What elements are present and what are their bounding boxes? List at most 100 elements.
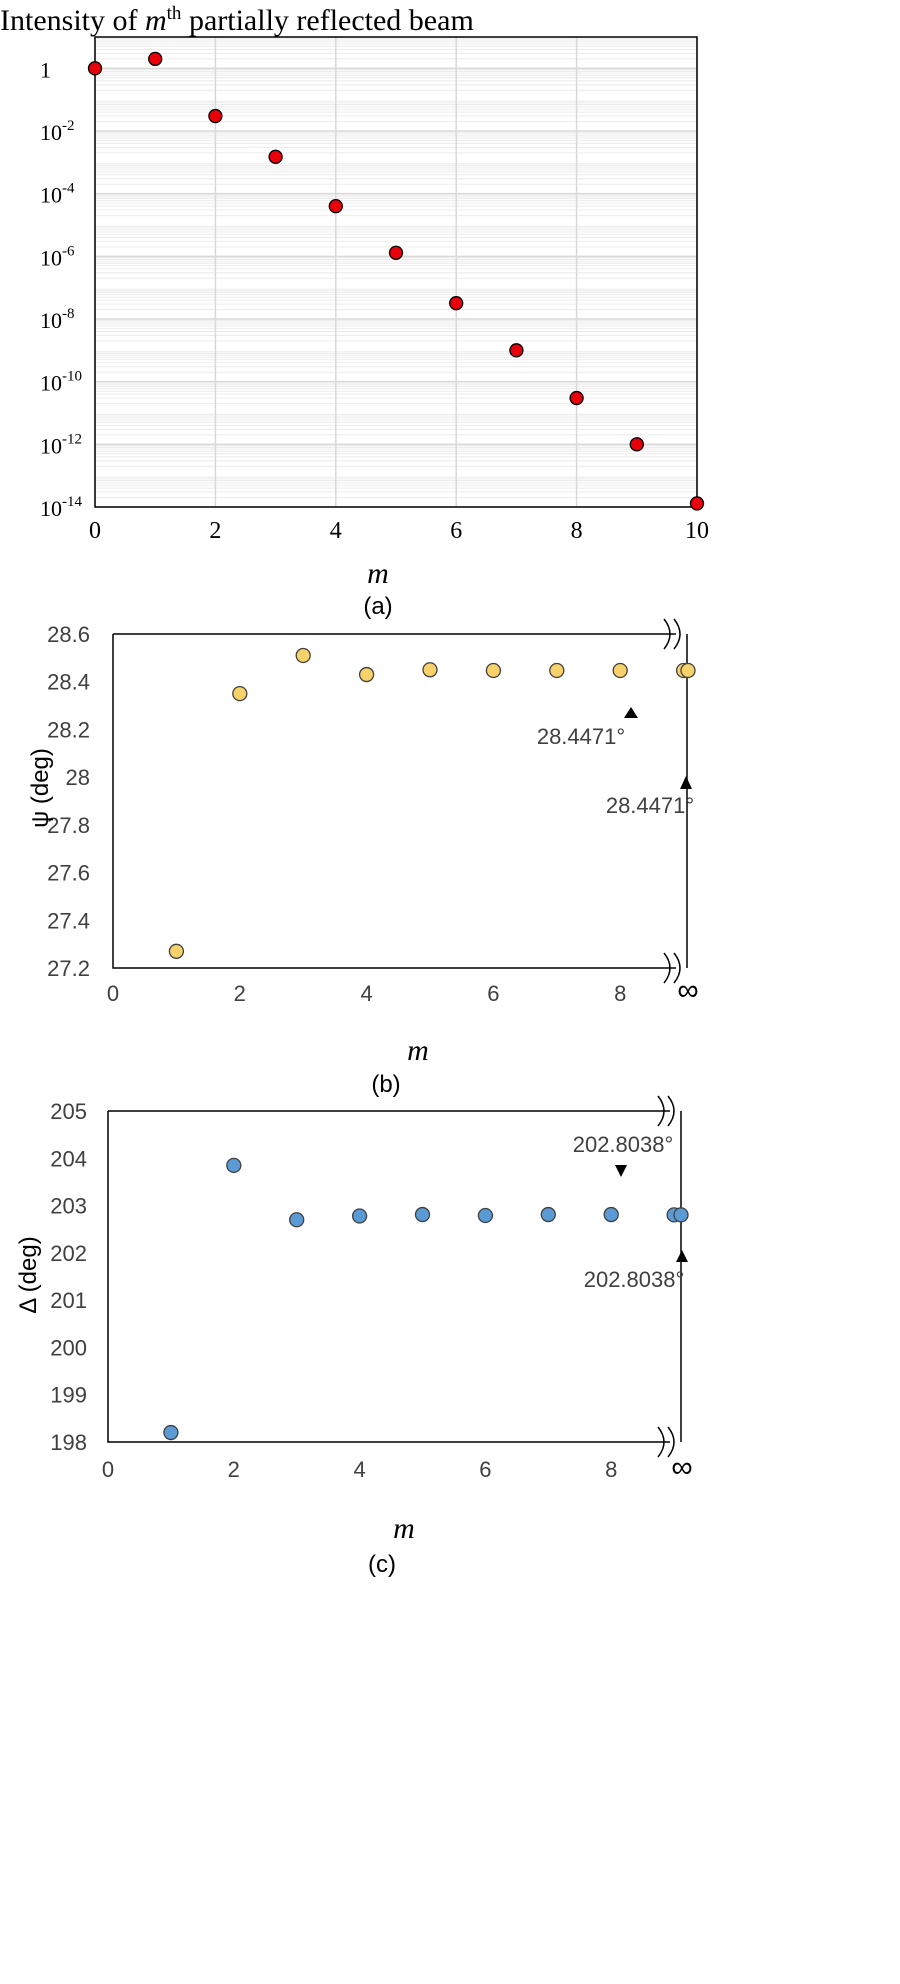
panel-c-x-tick-label: 6 bbox=[479, 1457, 491, 1482]
panel-a-y-tick-label: 10-8 bbox=[40, 306, 75, 333]
panel-a-caption: (a) bbox=[363, 593, 392, 620]
panel-c-axes bbox=[107, 1110, 670, 1443]
panel-b-data-point bbox=[358, 666, 375, 683]
panel-c-y-tick-label: 205 bbox=[50, 1099, 87, 1124]
panel-c-data-point bbox=[414, 1206, 431, 1223]
panel-c-x-tick-label: 0 bbox=[102, 1457, 114, 1482]
panel-c-x-tick-label: 2 bbox=[228, 1457, 240, 1482]
panel-c-x-tick-label: 4 bbox=[353, 1457, 365, 1482]
panel-a-x-tick-label: 4 bbox=[330, 518, 342, 544]
panel-a-y-tick-label: 10-14 bbox=[40, 494, 82, 521]
panel-a-x-axis-label: m bbox=[367, 557, 389, 590]
panel-b-y-tick-label: 28.4 bbox=[47, 670, 90, 695]
panel-b-data-point bbox=[422, 662, 438, 678]
panel-a-data-point bbox=[148, 51, 163, 67]
panel-a-data-point bbox=[388, 245, 404, 260]
panel-b: 28.6 28.4 28.2 28 27.8 27.6 27.4 27.2 0 2 4 6 8 ∞ 2… bbox=[27, 618, 699, 1098]
panel-a-grid bbox=[94, 37, 698, 508]
panel-a-x-tick-label: 8 bbox=[571, 518, 583, 544]
panel-a-x-tick-label: 10 bbox=[685, 518, 709, 544]
panel-b-x-tick-label: 6 bbox=[487, 981, 499, 1006]
panel-c-data-point bbox=[477, 1207, 494, 1224]
panel-c-axis-break-bottom-icon bbox=[657, 1426, 675, 1458]
panel-a-data-point bbox=[268, 149, 283, 164]
panel-b-data-point bbox=[485, 662, 502, 679]
panel-b-annotation-inf-arrow-icon bbox=[680, 776, 692, 789]
panel-c-y-tick-label: 200 bbox=[50, 1335, 87, 1360]
panel-b-x-tick-label: 2 bbox=[234, 981, 246, 1006]
panel-c-points bbox=[163, 1157, 689, 1441]
panel-a-y-tick-label: 1 bbox=[40, 57, 51, 82]
panel-a-x-ticks: 0 2 4 6 8 10 bbox=[89, 518, 709, 544]
panel-a-y-tick-label: 10-6 bbox=[40, 243, 75, 270]
panel-c-annotation-inf-arrow-icon bbox=[676, 1250, 688, 1262]
panel-c-data-point bbox=[603, 1206, 619, 1223]
panel-b-x-axis-label: m bbox=[407, 1034, 429, 1067]
panel-a-y-tick-label: 10-10 bbox=[40, 369, 82, 396]
panel-b-data-point bbox=[168, 943, 185, 959]
panel-b-x-infinity-label: ∞ bbox=[677, 974, 698, 1007]
panel-c-annotation-inf: 202.8038° bbox=[584, 1267, 685, 1292]
panel-a-data-point bbox=[509, 343, 524, 358]
panel-b-x-ticks: 0 2 4 6 8 bbox=[107, 981, 626, 1006]
panel-c-x-axis-label: m bbox=[393, 1512, 415, 1545]
panel-b-y-tick-label: 27.8 bbox=[47, 813, 90, 838]
panel-b-axis-break-top-icon bbox=[663, 618, 681, 650]
panel-b-x-tick-label: 8 bbox=[614, 981, 626, 1006]
panel-a-data-point bbox=[689, 496, 705, 511]
panel-b-x-tick-label: 4 bbox=[360, 981, 372, 1006]
panel-b-data-point bbox=[232, 685, 248, 702]
panel-b-y-ticks: 28.6 28.4 28.2 28 27.8 27.6 27.4 27.2 bbox=[47, 622, 90, 981]
panel-a-y-tick-label: 10-12 bbox=[40, 431, 82, 458]
panel-a-data-point bbox=[328, 198, 343, 214]
panel-a-title: Intensity of mth partially reflected bea… bbox=[0, 3, 474, 37]
panel-b-y-tick-label: 27.4 bbox=[47, 908, 90, 933]
panel-c-y-axis-label: Δ (deg) bbox=[15, 1236, 42, 1313]
panel-a-data-point bbox=[208, 108, 223, 124]
panel-c-data-point bbox=[351, 1208, 368, 1224]
panel-b-data-point bbox=[680, 662, 696, 679]
panel-a-x-tick-label: 0 bbox=[89, 518, 101, 544]
panel-b-y-tick-label: 27.2 bbox=[47, 956, 90, 981]
panel-b-data-point bbox=[295, 647, 311, 664]
panel-c-data-point bbox=[289, 1212, 305, 1228]
panel-a-x-tick-label: 2 bbox=[209, 518, 221, 544]
panel-c-data-point bbox=[163, 1424, 179, 1441]
panel-a-data-point bbox=[87, 61, 103, 76]
panel-b-y-tick-label: 28.6 bbox=[47, 622, 90, 647]
panel-c-caption: (c) bbox=[368, 1551, 396, 1578]
panel-c-data-point bbox=[673, 1207, 689, 1223]
panel-c-y-tick-label: 198 bbox=[50, 1430, 87, 1455]
panel-c-data-point bbox=[540, 1206, 556, 1223]
panel-c-data-point bbox=[226, 1157, 242, 1174]
panel-b-y-tick-label: 28 bbox=[66, 765, 90, 790]
panel-b-data-point bbox=[549, 662, 565, 679]
panel-a: Intensity of mth partially reflected bea… bbox=[0, 3, 709, 620]
panel-b-x-tick-label: 0 bbox=[107, 981, 119, 1006]
panel-b-data-point bbox=[612, 662, 628, 679]
panel-c-y-tick-label: 201 bbox=[50, 1288, 87, 1313]
panel-c-y-tick-label: 202 bbox=[50, 1241, 87, 1266]
panel-b-y-axis-label: ψ (deg) bbox=[27, 748, 54, 828]
panel-b-axis-break-bottom-icon bbox=[663, 952, 681, 984]
panel-c-x-tick-label: 8 bbox=[605, 1457, 617, 1482]
panel-a-x-tick-label: 6 bbox=[450, 518, 462, 544]
panel-c-y-tick-label: 199 bbox=[50, 1383, 87, 1408]
panel-c-axis-break-top-icon bbox=[657, 1095, 675, 1127]
panel-a-points bbox=[87, 51, 705, 511]
panel-c-y-tick-label: 204 bbox=[50, 1146, 87, 1171]
panel-a-y-tick-label: 10-4 bbox=[40, 181, 75, 208]
panel-b-caption: (b) bbox=[371, 1071, 400, 1098]
panel-a-plot-frame bbox=[94, 36, 698, 508]
panel-b-annotation-arrow-icon bbox=[624, 707, 638, 718]
panel-c-annotation-point: 202.8038° bbox=[573, 1132, 674, 1157]
panel-b-y-tick-label: 28.2 bbox=[47, 717, 90, 742]
panel-a-data-point bbox=[629, 437, 644, 452]
panel-c-x-infinity-label: ∞ bbox=[671, 1451, 692, 1484]
panel-a-data-point bbox=[449, 296, 464, 311]
panel-c-y-tick-label: 203 bbox=[50, 1194, 87, 1219]
panel-c-annotation-arrow-icon bbox=[615, 1165, 627, 1177]
panel-c-y-ticks: 205 204 203 202 201 200 199 198 bbox=[50, 1099, 87, 1455]
panel-b-annotation-point: 28.4471° bbox=[537, 724, 625, 749]
